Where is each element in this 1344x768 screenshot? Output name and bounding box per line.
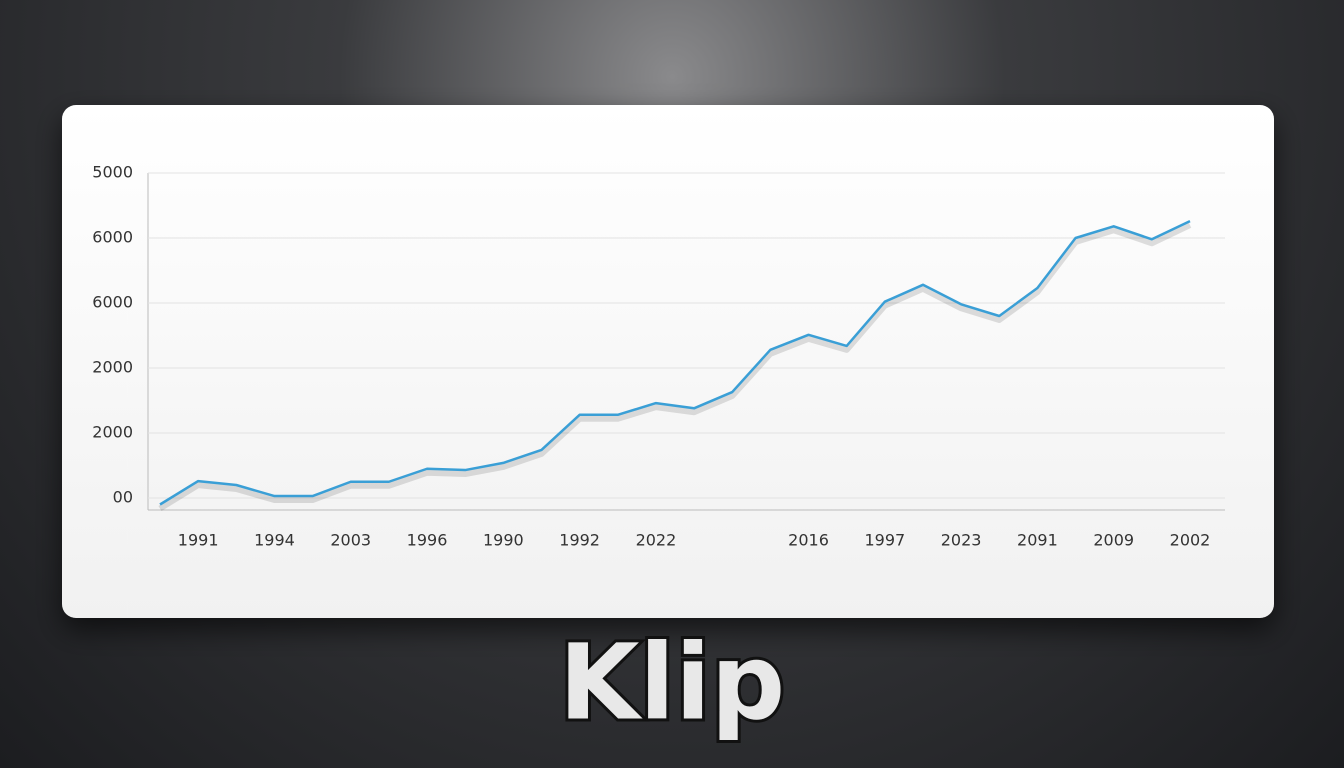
x-tick-label: 2091 xyxy=(1017,531,1058,550)
x-tick-label: 2003 xyxy=(330,531,371,550)
x-tick-label: 1991 xyxy=(178,531,219,550)
x-tick-label: 1997 xyxy=(864,531,905,550)
brand-title: Klip xyxy=(559,621,785,743)
x-tick-label: 1994 xyxy=(254,531,295,550)
y-tick-label: 6000 xyxy=(92,293,133,312)
line-shadow xyxy=(158,222,1192,512)
y-tick-label: 6000 xyxy=(92,228,133,247)
x-tick-label: 1996 xyxy=(407,531,448,550)
x-tick-label: 2016 xyxy=(788,531,829,550)
x-tick-label: 2009 xyxy=(1093,531,1134,550)
y-tick-label: 00 xyxy=(113,488,133,507)
x-tick-label: 2022 xyxy=(636,531,677,550)
y-tick-label: 2000 xyxy=(92,423,133,442)
x-tick-label: 2002 xyxy=(1170,531,1211,550)
card xyxy=(62,105,1274,618)
y-tick-label: 5000 xyxy=(92,163,133,182)
x-tick-label: 1990 xyxy=(483,531,524,550)
x-tick-label: 1992 xyxy=(559,531,600,550)
x-tick-label: 2023 xyxy=(941,531,982,550)
line xyxy=(159,219,1191,506)
y-tick-label: 2000 xyxy=(92,358,133,377)
